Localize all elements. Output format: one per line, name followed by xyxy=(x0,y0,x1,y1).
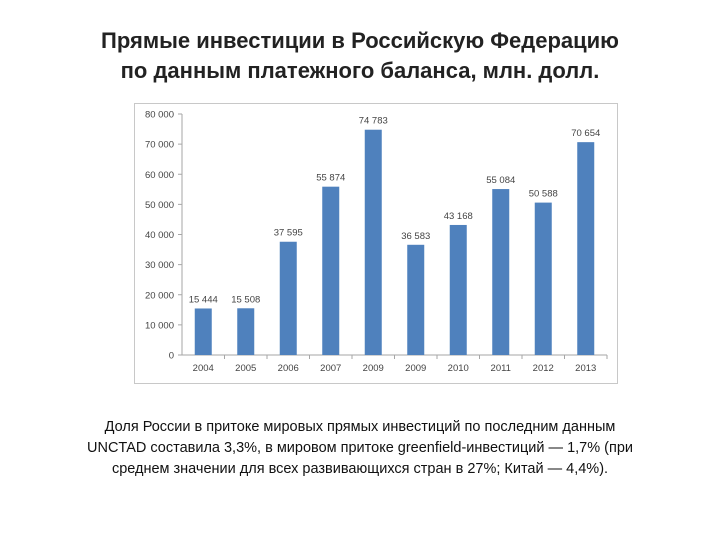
bar-2012 xyxy=(534,202,552,355)
chart-area: 0 10 000 20 000 30 000 40 000 50 000 60 000 70 … xyxy=(134,103,618,384)
slide-title: Прямые инвестиции в Российскую Федерацию… xyxy=(40,26,680,86)
bar-2005 xyxy=(237,308,255,355)
y-tick-label: 20 000 xyxy=(145,290,174,301)
x-tick-label: 2013 xyxy=(575,363,596,374)
data-label: 15 444 xyxy=(189,294,218,305)
x-tick-label: 2011 xyxy=(491,363,511,374)
x-tick-label: 2009 xyxy=(405,363,426,374)
title-line-1: Прямые инвестиции в Российскую Федерацию xyxy=(101,28,619,53)
caption-line-3: среднем значении для всех развивающихся … xyxy=(111,461,609,477)
x-tick-label: 2004 xyxy=(193,363,214,374)
y-tick-label: 30 000 xyxy=(145,260,174,271)
bar-2004 xyxy=(194,308,212,355)
y-tick-label: 0 xyxy=(169,351,174,362)
bar-chart: 0 10 000 20 000 30 000 40 000 50 000 60 000 70 … xyxy=(145,110,608,374)
bar-2009 xyxy=(364,129,382,355)
bar-2006 xyxy=(279,241,297,355)
bar-2007 xyxy=(322,186,340,355)
y-tick-label: 40 000 xyxy=(145,230,174,241)
x-tick-label: 2010 xyxy=(448,363,469,374)
y-tick-label: 60 000 xyxy=(145,170,174,181)
title-line-2: по данным платежного баланса, млн. долл. xyxy=(120,58,600,83)
data-label: 70 654 xyxy=(571,128,600,139)
bar-2009 xyxy=(407,244,425,355)
bar-2013 xyxy=(577,142,595,355)
x-tick-label: 2012 xyxy=(533,363,554,374)
y-tick-label: 70 000 xyxy=(145,140,174,151)
caption-line-2: UNCTAD составила 3,3%, в мировом притоке… xyxy=(87,440,633,456)
data-label: 55 084 xyxy=(486,175,515,186)
x-tick-label: 2009 xyxy=(363,363,384,374)
caption: Доля России в притоке мировых прямых инв… xyxy=(40,417,680,480)
data-label: 15 508 xyxy=(231,294,260,305)
x-tick-label: 2005 xyxy=(235,363,256,374)
data-label: 37 595 xyxy=(274,228,303,239)
caption-line-1: Доля России в притоке мировых прямых инв… xyxy=(104,419,616,435)
data-label: 55 874 xyxy=(316,173,345,184)
data-label: 74 783 xyxy=(359,116,388,127)
y-tick-label: 10 000 xyxy=(145,320,174,331)
data-label: 36 583 xyxy=(401,231,430,242)
x-tick-label: 2006 xyxy=(278,363,299,374)
bar-2010 xyxy=(449,224,467,355)
y-tick-label: 50 000 xyxy=(145,200,174,211)
data-label: 50 588 xyxy=(529,189,558,200)
data-label: 43 168 xyxy=(444,211,473,222)
y-tick-label: 80 000 xyxy=(145,110,174,121)
x-tick-label: 2007 xyxy=(320,363,341,374)
bar-2011 xyxy=(492,189,510,355)
